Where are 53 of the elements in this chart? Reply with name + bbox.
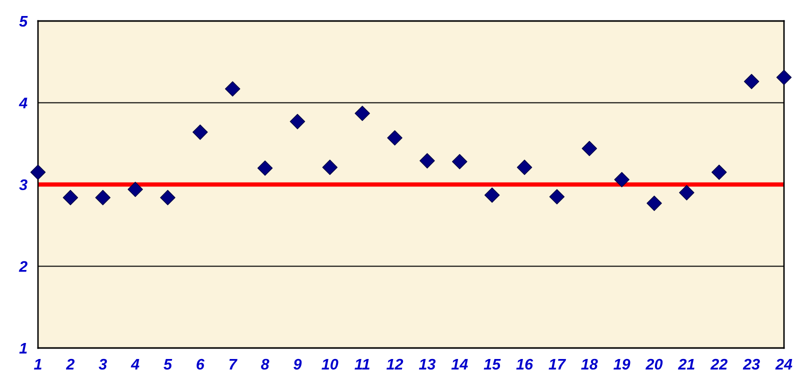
x-tick-label: 4: [130, 358, 140, 370]
x-tick-label: 14: [451, 358, 468, 370]
point: [646, 196, 662, 211]
x-tick-label: 16: [516, 358, 534, 370]
point: [711, 164, 727, 180]
point: [614, 172, 630, 188]
y-tick-label: 4: [18, 98, 28, 108]
point: [420, 153, 435, 168]
y-tick-label: 1: [19, 343, 27, 354]
x-tick-label: 9: [294, 358, 302, 370]
x-tick-label: 11: [354, 358, 370, 370]
point: [582, 140, 598, 156]
x-tick-label: 18: [581, 358, 598, 370]
point: [322, 160, 338, 175]
point: [484, 187, 500, 203]
x-tick-label: 19: [614, 358, 630, 370]
point: [62, 190, 78, 206]
x-tick-label: 21: [678, 358, 694, 370]
point: [160, 190, 176, 206]
point: [224, 81, 240, 96]
point: [30, 164, 46, 180]
x-tick-label: 7: [229, 358, 238, 370]
x-tick-label: 20: [646, 358, 663, 370]
x-tick-label: 8: [260, 358, 270, 370]
point: [128, 182, 143, 198]
point: [776, 70, 792, 86]
point: [290, 114, 306, 130]
point: [549, 189, 565, 204]
y-tick-label: 5: [19, 16, 28, 27]
x-tick-label: 23: [742, 358, 760, 370]
point: [192, 124, 208, 140]
y-tick-label: 3: [19, 179, 28, 190]
point: [516, 160, 532, 175]
x-tick-label: 10: [322, 358, 338, 370]
y-tick-label: 2: [18, 261, 28, 272]
point: [257, 160, 273, 176]
point: [95, 190, 111, 206]
x-tick-label: 17: [548, 358, 566, 370]
point: [387, 130, 402, 146]
point: [744, 74, 760, 90]
point: [354, 106, 370, 122]
x-tick-label: 13: [418, 358, 436, 370]
x-tick-label: 12: [386, 358, 404, 370]
x-tick-label: 22: [710, 358, 728, 370]
x-tick-label: 3: [98, 358, 107, 370]
point: [452, 154, 468, 170]
x-tick-label: 1: [34, 358, 42, 370]
x-tick-label: 2: [66, 358, 75, 370]
x-tick-label: 15: [484, 358, 501, 370]
x-tick-label: 6: [196, 358, 205, 370]
x-tick-label: 24: [775, 358, 792, 370]
point: [679, 185, 694, 200]
x-tick-label: 5: [164, 358, 172, 370]
